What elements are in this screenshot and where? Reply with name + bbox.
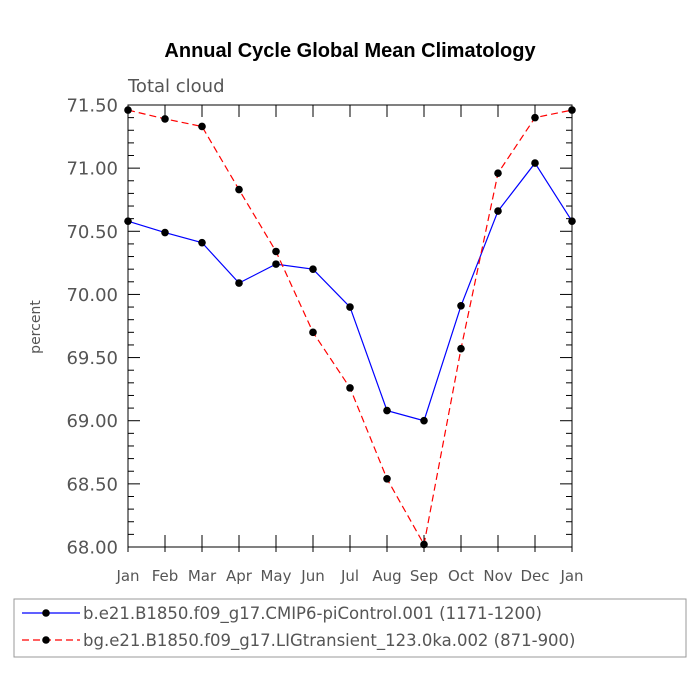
series-1-point	[309, 265, 317, 273]
y-tick-label: 70.50	[66, 222, 118, 243]
series-1-point	[383, 406, 391, 415]
x-tick-label: Jul	[340, 567, 359, 585]
series-1-point	[531, 159, 539, 167]
series-2-point	[494, 169, 502, 177]
legend-box	[13, 598, 687, 658]
y-tick-label: 68.00	[66, 538, 118, 559]
y-tick-label: 71.00	[66, 159, 118, 180]
series-1-point	[568, 217, 576, 225]
series-1-point	[346, 303, 354, 311]
legend-marker-1	[42, 609, 50, 617]
y-axis-label: percent	[28, 300, 44, 354]
series-2-point	[568, 106, 576, 114]
plot-frame	[127, 104, 573, 548]
series-1-point	[235, 279, 243, 287]
series-1-point	[494, 207, 502, 215]
series-1-point	[272, 260, 280, 268]
series-1-point	[198, 238, 206, 247]
x-tick-label: Jun	[300, 567, 324, 585]
series-2-point	[383, 475, 391, 483]
x-tick-label: Feb	[152, 567, 179, 585]
x-tick-label: Mar	[188, 567, 217, 585]
x-tick-label: Nov	[483, 567, 512, 585]
chart-title: Annual Cycle Global Mean Climatology	[164, 40, 536, 62]
legend-label-2: bg.e21.B1850.f09_g17.LIGtransient_123.0k…	[83, 631, 576, 651]
series-1-point	[420, 416, 428, 425]
series-2-point	[457, 344, 465, 353]
y-tick-label: 68.50	[66, 474, 118, 495]
chart-subtitle: Total cloud	[127, 76, 225, 97]
y-tick-label: 69.50	[66, 348, 118, 369]
legend-marker-2	[42, 636, 50, 644]
legend-label-1: b.e21.B1850.f09_g17.CMIP6-piControl.001 …	[83, 604, 542, 624]
series-2-point	[272, 247, 280, 256]
axes: 68.00 68.50 69.00 69.50 70.00 70.50 71.00 71.50…	[66, 96, 583, 586]
x-tick-label: May	[260, 567, 291, 585]
series-1-point	[457, 301, 465, 310]
y-tick-label: 70.00	[66, 285, 118, 306]
legend: b.e21.B1850.f09_g17.CMIP6-piControl.001 …	[13, 598, 687, 658]
series-1-point	[124, 217, 132, 225]
series-line-2	[127, 109, 573, 547]
x-tick-label: Oct	[448, 567, 474, 585]
series	[124, 106, 576, 549]
series-2-point	[124, 106, 132, 114]
x-tick-label: Jan	[559, 567, 583, 585]
series-2-point	[235, 185, 243, 194]
x-tick-label: Dec	[520, 567, 549, 585]
y-tick-label: 71.50	[66, 96, 118, 117]
series-2-point	[346, 384, 354, 392]
series-2-point	[420, 540, 428, 549]
series-2-point	[198, 122, 206, 131]
x-tick-label: Apr	[226, 567, 253, 585]
series-1-point	[161, 228, 169, 237]
series-2-point	[309, 328, 317, 337]
series-line-1	[127, 162, 573, 422]
series-2-point	[161, 115, 169, 123]
series-2-point	[531, 113, 539, 122]
x-tick-label: Jan	[115, 567, 139, 585]
x-tick-label: Sep	[410, 567, 438, 585]
x-tick-label: Aug	[372, 567, 401, 585]
y-tick-label: 69.00	[66, 411, 118, 432]
